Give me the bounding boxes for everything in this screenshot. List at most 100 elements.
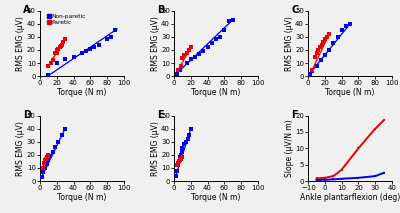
X-axis label: Torque (N m): Torque (N m) xyxy=(191,193,241,202)
Point xyxy=(184,51,190,54)
Point xyxy=(45,64,52,67)
Point xyxy=(49,151,56,154)
Point xyxy=(40,170,46,174)
Point xyxy=(79,51,85,54)
Point xyxy=(186,134,192,137)
Point xyxy=(177,156,183,159)
Point xyxy=(58,43,65,46)
Point xyxy=(217,35,223,39)
Point xyxy=(39,166,46,170)
Point xyxy=(44,154,51,158)
Y-axis label: RMS EMG (μV): RMS EMG (μV) xyxy=(150,16,160,71)
Point xyxy=(225,19,232,23)
Point xyxy=(175,68,182,71)
Point xyxy=(178,64,184,67)
Point xyxy=(330,42,336,45)
Point xyxy=(91,46,98,49)
Point xyxy=(183,140,189,143)
Point xyxy=(44,156,50,159)
Point xyxy=(54,48,60,52)
Point xyxy=(318,59,324,62)
Point xyxy=(38,176,45,179)
Point xyxy=(188,46,194,49)
Point xyxy=(177,158,183,162)
Point xyxy=(221,29,228,32)
Point xyxy=(49,59,56,62)
Point xyxy=(55,47,62,50)
Point xyxy=(57,46,63,49)
Point xyxy=(44,73,51,77)
Y-axis label: RMS EMG (μV): RMS EMG (μV) xyxy=(150,121,160,176)
Point xyxy=(87,47,94,50)
Point xyxy=(188,58,194,61)
Point xyxy=(174,164,180,167)
X-axis label: Torque (N m): Torque (N m) xyxy=(191,88,241,97)
Point xyxy=(41,161,47,164)
Point xyxy=(83,50,89,53)
Point xyxy=(312,55,318,58)
Point xyxy=(172,174,179,177)
Point xyxy=(60,40,67,44)
Point xyxy=(181,143,187,146)
Point xyxy=(313,64,320,67)
Point xyxy=(70,55,77,58)
Point xyxy=(42,166,48,170)
Point xyxy=(175,161,182,164)
Point xyxy=(324,35,330,39)
Point xyxy=(322,53,328,57)
Point xyxy=(315,48,322,52)
Point xyxy=(62,58,68,61)
Text: B: B xyxy=(157,5,165,15)
Point xyxy=(176,160,182,163)
Point xyxy=(347,22,353,26)
Point xyxy=(104,38,110,41)
Point xyxy=(45,158,52,162)
Point xyxy=(178,157,184,160)
Point xyxy=(175,164,182,167)
Point xyxy=(178,153,184,157)
Point xyxy=(58,44,64,48)
Point xyxy=(181,53,187,57)
Point xyxy=(176,160,182,163)
Point xyxy=(179,147,186,150)
Point xyxy=(209,42,215,45)
Point xyxy=(320,40,326,44)
Point xyxy=(326,48,332,52)
Point xyxy=(52,51,58,54)
Point xyxy=(309,69,316,73)
Point xyxy=(184,137,191,141)
Point xyxy=(179,156,186,159)
Point xyxy=(178,151,185,154)
Y-axis label: RMS EMG (μV): RMS EMG (μV) xyxy=(16,121,26,176)
Y-axis label: RMS EMG (μV): RMS EMG (μV) xyxy=(285,16,294,71)
Point xyxy=(55,140,62,143)
Point xyxy=(62,38,68,41)
Point xyxy=(186,48,192,52)
Point xyxy=(192,55,198,58)
Point xyxy=(52,145,58,149)
Text: C: C xyxy=(292,5,299,15)
X-axis label: Torque (N m): Torque (N m) xyxy=(57,193,106,202)
Point xyxy=(42,158,48,162)
Point xyxy=(334,35,341,39)
Point xyxy=(307,72,313,75)
Point xyxy=(43,157,49,160)
Text: A: A xyxy=(23,5,31,15)
Point xyxy=(230,18,236,22)
Point xyxy=(322,38,328,41)
Point xyxy=(213,38,219,41)
X-axis label: Ankle plantarflexion (deg): Ankle plantarflexion (deg) xyxy=(300,193,400,202)
Point xyxy=(108,35,114,39)
Point xyxy=(174,169,180,172)
Point xyxy=(58,134,65,137)
Point xyxy=(184,61,190,65)
Y-axis label: Slope (μV/N m): Slope (μV/N m) xyxy=(285,119,294,177)
Point xyxy=(54,61,60,65)
Point xyxy=(343,25,349,28)
Text: D: D xyxy=(23,110,31,120)
Point xyxy=(338,29,345,32)
Legend: Non-paretic, Paretic: Non-paretic, Paretic xyxy=(47,14,86,25)
Point xyxy=(200,50,207,53)
Point xyxy=(318,43,325,46)
Point xyxy=(96,43,102,46)
